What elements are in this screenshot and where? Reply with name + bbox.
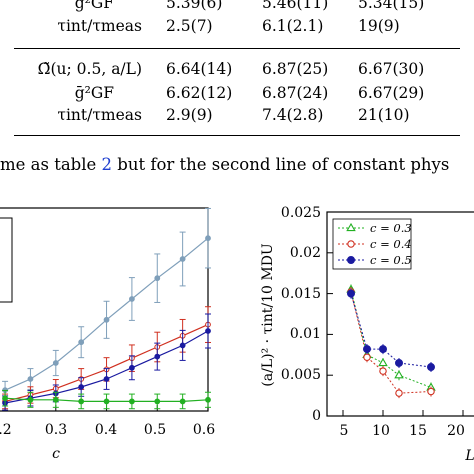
table-cell: 7.4(2.8) (262, 106, 324, 124)
table-cell: 5.46(11) (262, 0, 329, 12)
right-y-tick-label: 0.01 (290, 326, 321, 342)
legend-label: c = 0.3 (370, 221, 412, 235)
right-y-tick-label: 0.005 (281, 367, 321, 383)
table-rule (14, 48, 460, 49)
left-data-point (27, 376, 34, 382)
left-data-point (78, 384, 85, 390)
row-label: ḡ²GF (74, 84, 114, 102)
legend-marker (346, 222, 356, 232)
left-x-axis-label: c (52, 446, 60, 462)
right-x-tick-label: 5 (340, 423, 349, 439)
left-data-point (2, 395, 8, 402)
left-data-point (205, 235, 211, 242)
left-x-tick-label: 0.4 (95, 422, 117, 438)
right-x-tick-label: 15 (409, 423, 427, 439)
row-label: τint/τmeas (57, 17, 142, 35)
table-cell: 6.62(12) (166, 84, 233, 102)
left-data-point (179, 342, 186, 349)
caption-prefix: me as table (0, 155, 102, 174)
row-label: ḡ²GF (74, 0, 114, 12)
table-cell: 5.34(15) (358, 0, 425, 12)
table-cell: 6.1(2.1) (262, 17, 324, 35)
table-cell: 5.39(6) (166, 0, 223, 12)
right-data-point (379, 345, 387, 354)
right-data-point (427, 363, 435, 372)
left-data-point (179, 256, 186, 262)
right-series-line (350, 293, 432, 368)
table-cell: 21(10) (358, 106, 410, 124)
left-data-point (179, 398, 186, 405)
right-data-point (394, 370, 404, 379)
right-data-point (363, 353, 371, 361)
left-data-point (129, 296, 135, 302)
right-data-point (427, 387, 435, 396)
right-y-tick-label: 0.025 (281, 205, 321, 221)
right-data-point (395, 389, 403, 397)
legend-label: c = 0.5 (370, 253, 412, 267)
table-cell: 6.87(25) (262, 60, 329, 78)
left-x-tick-label: 0.3 (45, 422, 67, 438)
table-cell: 2.9(9) (166, 106, 213, 124)
table-cell: 6.64(14) (166, 60, 233, 78)
left-data-point (129, 364, 135, 371)
right-y-axis-label: (a/L)² · τint/10 MDU (260, 243, 276, 387)
table-cell: 6.67(29) (358, 84, 425, 102)
right-y-tick-label: 0 (312, 408, 321, 424)
right-series-line (350, 291, 432, 394)
caption-table-link[interactable]: 2 (101, 155, 113, 174)
row-label: τint/τmeas (57, 106, 142, 124)
right-data-point (379, 367, 387, 375)
right-plot-frame (326, 211, 474, 417)
left-legend-box (0, 217, 13, 303)
legend-marker (347, 240, 355, 248)
left-x-tick-label: 0.5 (144, 422, 166, 438)
legend-label: c = 0.4 (370, 237, 412, 251)
left-data-point (205, 396, 211, 403)
table-cell: 2.5(7) (166, 17, 213, 35)
right-y-tick-label: 0.02 (290, 245, 321, 261)
table-caption: me as table 2 but for the second line of… (0, 155, 449, 174)
right-y-tick-label: 0.015 (281, 286, 321, 302)
left-data-point (103, 398, 110, 405)
right-series-line (350, 289, 432, 388)
left-data-point (129, 398, 135, 405)
right-x-tick-label: 20 (447, 423, 465, 439)
left-data-point (78, 339, 85, 346)
left-data-point (52, 396, 59, 403)
table-cell: 6.87(24) (262, 84, 329, 102)
left-data-point (154, 353, 161, 360)
row-label: Ω̃(u; 0.5, a/L) (37, 60, 142, 78)
left-data-point (27, 396, 34, 403)
right-x-tick-label: 10 (372, 423, 390, 439)
left-data-point (52, 360, 59, 366)
table-bottom-rule (14, 135, 460, 136)
table-cell: 19(9) (358, 17, 400, 35)
left-data-point (154, 275, 161, 282)
legend-marker (347, 256, 355, 264)
left-x-tick-label: .2 (0, 422, 12, 438)
right-x-axis-label: L (464, 448, 474, 464)
left-data-point (154, 398, 161, 405)
left-data-point (103, 316, 110, 323)
right-data-point (347, 289, 355, 298)
left-data-point (78, 398, 85, 405)
right-data-point (378, 357, 388, 367)
left-x-tick-label: 0.6 (193, 422, 215, 438)
left-data-point (205, 328, 211, 334)
right-data-point (395, 358, 403, 367)
table-cell: 6.67(30) (358, 60, 425, 78)
right-data-point (363, 345, 371, 354)
left-data-point (103, 376, 110, 382)
caption-suffix: but for the second line of constant phys (112, 155, 450, 174)
